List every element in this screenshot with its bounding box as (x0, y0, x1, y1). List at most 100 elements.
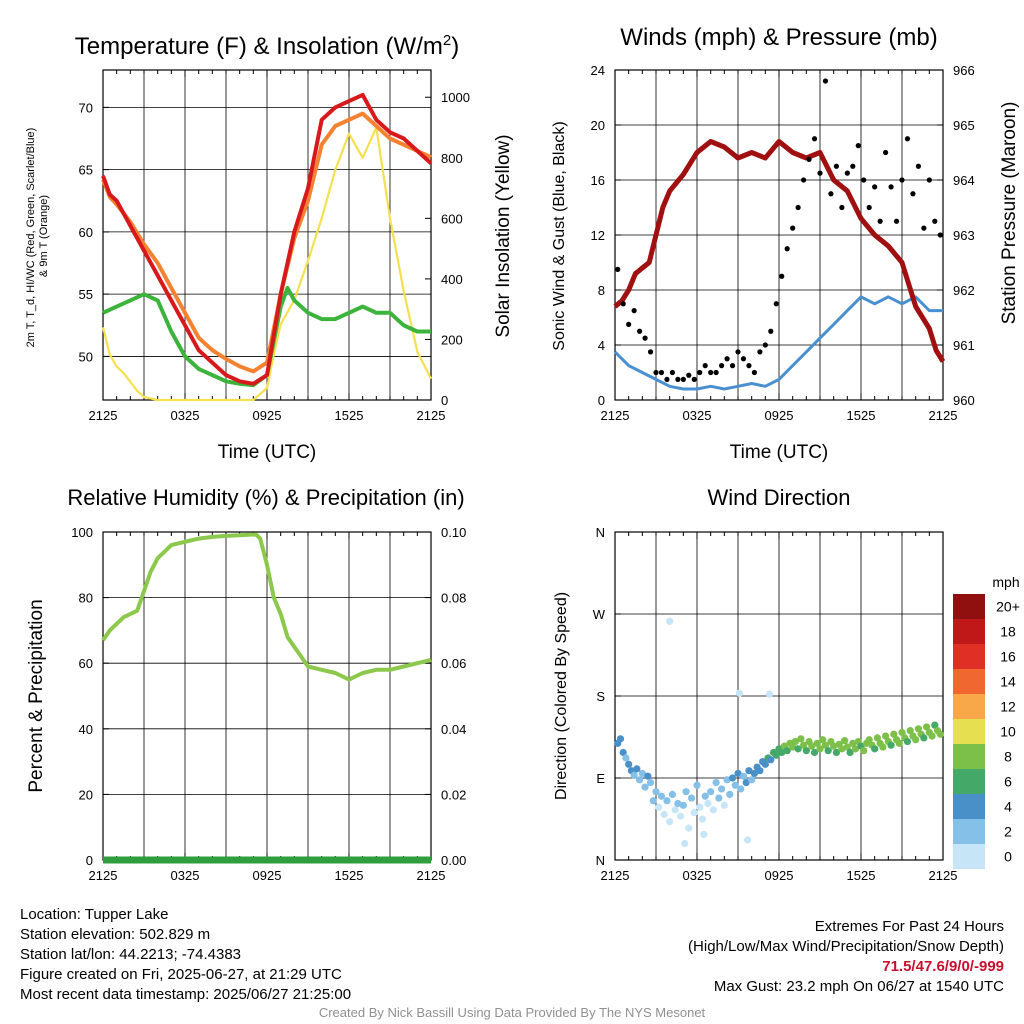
gust-point (642, 335, 648, 341)
gust-point (631, 308, 637, 314)
humidity-xtick-label: 0925 (253, 868, 282, 883)
gust-point (883, 149, 889, 156)
winds-ytick-label-right: 965 (953, 118, 975, 133)
colorbar-swatch (953, 844, 985, 869)
winds-xlabel: Time (UTC) (730, 442, 829, 463)
direction-ylabel-left: Direction (Colored By Speed) (553, 592, 570, 800)
temperature-panel-title: Temperature (F) & Insolation (W/m2) (75, 32, 459, 60)
gust-point (702, 363, 708, 369)
gust-point (735, 349, 741, 355)
direction-point (802, 747, 810, 755)
direction-point (748, 776, 756, 784)
winds-ytick-label: 12 (591, 228, 605, 243)
temperature-ytick-label: 70 (79, 100, 93, 115)
winds-xtick-label: 2125 (929, 408, 958, 423)
direction-point (772, 751, 780, 759)
gust-point (647, 349, 654, 355)
temperature-ytick-label-right: 800 (441, 151, 463, 166)
temperature-ytick-label-right: 0 (441, 393, 448, 408)
temperature-axes: 2125 0325 0925 1525 2125 50 55 60 65 70 0 200 400 600… (79, 69, 470, 423)
winds-panel-title: Winds (mph) & Pressure (mb) (620, 24, 937, 51)
direction-point (718, 785, 726, 793)
gust-point (855, 143, 861, 149)
station-info: Location: Tupper Lake Station elevation:… (20, 905, 351, 1005)
winds-ytick-label-right: 960 (953, 393, 975, 408)
colorbar-label: 0 (1004, 849, 1012, 865)
gust-point (844, 170, 850, 176)
gust-point (686, 372, 692, 378)
winds-ytick-label-right: 966 (953, 63, 975, 78)
direction-point (644, 772, 652, 780)
direction-ytick-label: N (596, 525, 605, 540)
direction-point (666, 818, 674, 826)
winds-xtick-label: 0925 (765, 408, 794, 423)
direction-point (821, 741, 830, 749)
humidity-ytick-label-right: 0.10 (441, 525, 466, 540)
gust-point (779, 273, 785, 279)
gust-point (746, 363, 752, 369)
humidity-ytick-label-right: 0.02 (441, 787, 466, 802)
direction-point (655, 803, 663, 811)
direction-point (791, 737, 800, 746)
gust-point (817, 170, 823, 176)
colorbar-swatch (953, 744, 985, 769)
winds-ytick-label: 0 (598, 393, 605, 408)
gust-point (669, 369, 676, 376)
direction-point (666, 617, 674, 625)
temperature-ytick-label: 50 (79, 349, 93, 364)
temperature-ytick-label-right: 1000 (441, 90, 470, 105)
colorbar-swatch (953, 694, 985, 719)
direction-point (731, 781, 739, 789)
gust-point (740, 356, 747, 362)
colorbar-label: 2 (1004, 824, 1012, 840)
direction-point (920, 734, 928, 742)
direction-point (638, 769, 646, 778)
direction-point (679, 801, 687, 809)
direction-point (641, 783, 649, 791)
direction-point (704, 799, 712, 808)
gust-point (708, 369, 714, 376)
direction-point (649, 797, 657, 805)
humidity-ytick-label: 0 (86, 853, 93, 868)
colorbar-label: 6 (1004, 774, 1012, 790)
gust-point (697, 369, 703, 376)
colorbar-swatch (953, 644, 985, 669)
colorbar-title: mph (992, 574, 1019, 590)
direction-point (698, 815, 707, 823)
direction-point (707, 788, 715, 796)
direction-point (890, 730, 898, 738)
humidity-ytick-label-right: 0.04 (441, 722, 466, 737)
direction-point (734, 769, 742, 778)
station-location: Location: Tupper Lake (20, 906, 169, 923)
direction-point (767, 756, 775, 764)
gust-point (877, 218, 883, 224)
direction-point (693, 781, 701, 789)
temperature-ylabel-line-2: & 9m T (Orange) (38, 195, 50, 277)
temperature-ytick-label-right: 600 (441, 211, 463, 226)
direction-point (789, 743, 797, 751)
winds-ytick-label-right: 961 (953, 338, 975, 353)
humidity-xtick-label: 2125 (417, 868, 446, 883)
extremes-title: Extremes For Past 24 Hours (814, 918, 1004, 935)
humidity-xtick-label: 0325 (171, 868, 200, 883)
humidity-ytick-label: 40 (79, 722, 93, 737)
gust-point (937, 232, 943, 238)
direction-point (931, 721, 939, 729)
direction-point (849, 739, 857, 747)
direction-point (816, 745, 824, 753)
direction-point (865, 736, 873, 744)
direction-point (671, 806, 679, 814)
direction-point (681, 840, 689, 848)
winds-ytick-label-right: 964 (953, 173, 975, 188)
gust-point (790, 225, 796, 231)
gust-point (921, 225, 927, 231)
gust-point (680, 376, 686, 382)
direction-point (936, 730, 944, 738)
direction-point (633, 765, 641, 773)
direction-point (630, 771, 638, 779)
direction-point (830, 742, 838, 750)
station-pressure-line (613, 139, 946, 363)
direction-point (906, 727, 914, 735)
